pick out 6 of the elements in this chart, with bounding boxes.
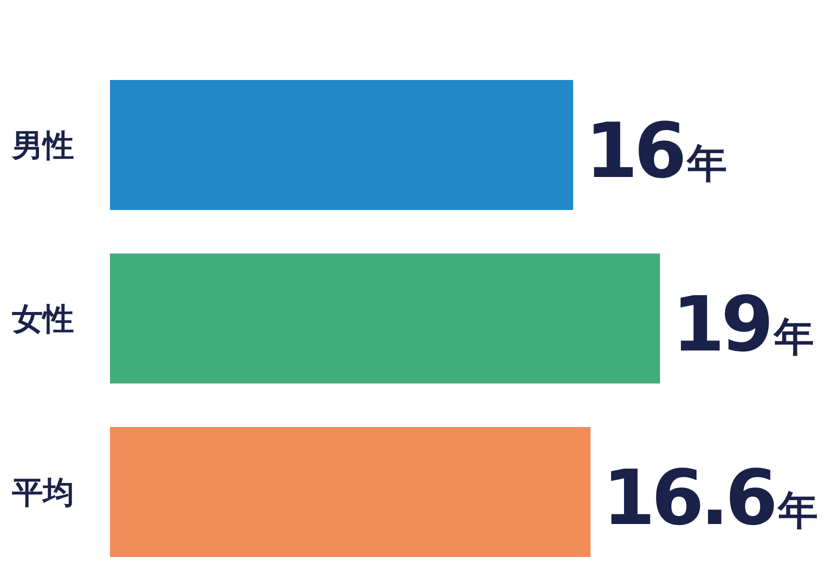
- data-label: 16.6年: [602, 453, 818, 542]
- y-tick-label: 女性: [11, 302, 74, 338]
- y-tick-label: 男性: [11, 128, 74, 164]
- data-label: 16年: [585, 106, 727, 195]
- y-tick-label: 平均: [11, 475, 74, 511]
- data-label: 19年: [672, 280, 814, 368]
